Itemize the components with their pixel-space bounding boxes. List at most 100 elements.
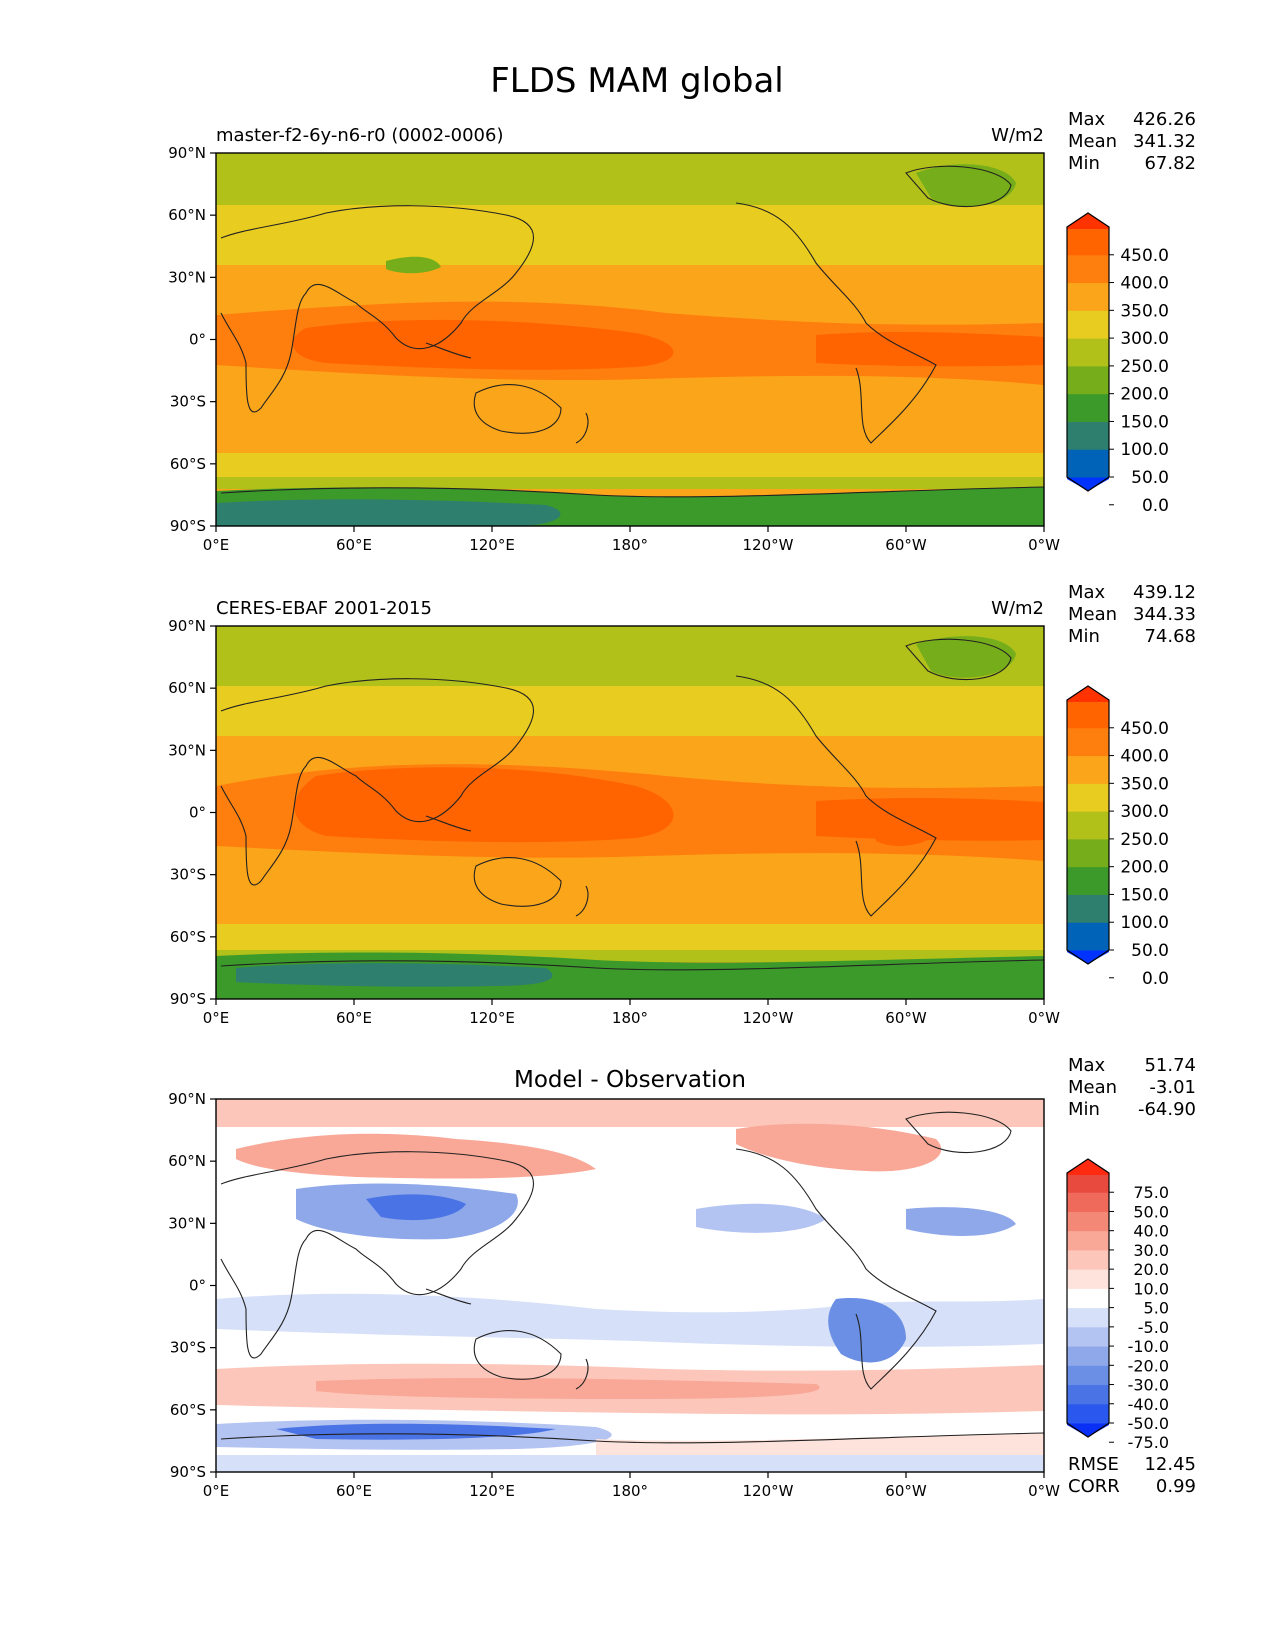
tibet-negative [366, 1194, 466, 1221]
lon-tick-label: 180° [612, 536, 648, 554]
stats-block: Max 426.26 Mean 341.32 Min 67.82 [1068, 109, 1196, 174]
latitude-axis: 90°N 60°N 30°N 0° 30°S 60°S 90°S [168, 617, 216, 1008]
colorbar-segment [1067, 1384, 1109, 1405]
colorbar-label: -75.0 [1128, 1433, 1169, 1452]
colorbar-label: 150.0 [1120, 412, 1169, 432]
colorbar-label: -10.0 [1128, 1337, 1169, 1356]
greenland-field [916, 164, 1016, 207]
band-midlat-north [216, 686, 1044, 736]
stat-label: Max [1068, 1055, 1106, 1076]
atlantic-negative [906, 1207, 1016, 1236]
colorbar-label: -40.0 [1128, 1395, 1169, 1414]
colorbar-segment [1067, 783, 1109, 812]
colorbar-segment [1067, 894, 1109, 923]
colorbar-label: 350.0 [1120, 774, 1169, 794]
colorbar-label: 50.0 [1131, 468, 1169, 488]
colorbar-extend-max [1067, 213, 1109, 227]
error-stat-label: RMSE [1068, 1454, 1119, 1475]
antarctic-plateau [236, 963, 553, 987]
stat-value: 426.26 [1133, 109, 1196, 130]
colorbar-label: 400.0 [1120, 747, 1169, 767]
lon-tick-label: 120°E [469, 1482, 515, 1500]
stat-label: Min [1068, 1099, 1100, 1120]
lat-tick-label: 90°N [168, 1090, 206, 1108]
lat-tick-label: 60°S [170, 1401, 206, 1419]
band-subpolar-south [216, 477, 1044, 489]
stat-label: Mean [1068, 1077, 1117, 1098]
latitude-axis: 90°N 60°N 30°N 0° 30°S 60°S 90°S [168, 144, 216, 535]
colorbar-segment [1067, 1173, 1109, 1193]
colorbar-label: 250.0 [1120, 830, 1169, 850]
lon-tick-label: 120°W [743, 1009, 794, 1027]
stat-label: Max [1068, 109, 1106, 130]
southern-ocean-strong [316, 1377, 820, 1399]
lat-tick-label: 60°N [168, 679, 206, 697]
colorbar-segment [1067, 1365, 1109, 1386]
colorbar-segment [1067, 1211, 1109, 1232]
colorbar-extend-max [1067, 1159, 1109, 1173]
coastlines [220, 165, 1044, 498]
colorbar-segment [1067, 282, 1109, 311]
lat-tick-label: 60°S [170, 928, 206, 946]
colorbar-label: 100.0 [1120, 913, 1169, 933]
colorbar-label: 450.0 [1120, 719, 1169, 739]
figure-title: FLDS MAM global [490, 61, 784, 101]
colorbar-extend-max-join [1067, 700, 1109, 702]
colorbar-label: 10.0 [1133, 1279, 1169, 1298]
colorbar-label: 40.0 [1133, 1222, 1169, 1241]
stat-label: Mean [1068, 604, 1117, 625]
band-midlat-north [216, 205, 1044, 265]
lon-tick-label: 180° [612, 1482, 648, 1500]
colorbar-segment [1067, 1192, 1109, 1212]
colorbar-segment [1067, 1403, 1109, 1424]
colorbar-label: 0.0 [1142, 969, 1169, 989]
colorbar-segment [1067, 227, 1109, 256]
colorbar-segment [1067, 727, 1109, 757]
band-midlat-south [216, 924, 1044, 950]
stat-label: Mean [1068, 131, 1117, 152]
colorbar-extend-min [1067, 477, 1109, 491]
band-pacific-warm [816, 331, 1044, 367]
colorbar-label: 400.0 [1120, 274, 1169, 294]
colorbar: 75.050.040.030.020.010.05.0-5.0-10.0-20.… [1066, 1158, 1169, 1452]
colorbar-segment [1067, 1326, 1109, 1347]
lat-tick-label: 30°N [168, 1214, 206, 1232]
lon-tick-label: 120°E [469, 536, 515, 554]
longitude-axis: 0°E 60°E 120°E 180° 120°W 60°W 0°W [203, 526, 1060, 554]
colorbar-segment [1067, 811, 1109, 840]
tibet-field [386, 256, 441, 274]
colorbar-label: 5.0 [1144, 1299, 1169, 1318]
greenland-field [916, 636, 1016, 678]
colorbar-segment [1067, 1288, 1109, 1309]
colorbar-label: 20.0 [1133, 1260, 1169, 1279]
panel-model: master-f2-6y-n6-r0 (0002-0006) W/m2 [168, 109, 1196, 554]
lon-tick-label: 120°W [743, 536, 794, 554]
colorbar-label: 150.0 [1120, 885, 1169, 905]
colorbar-segment [1067, 755, 1109, 784]
panel-center-title: Model - Observation [514, 1067, 746, 1093]
lat-tick-label: 90°S [170, 990, 206, 1008]
stat-value: 341.32 [1133, 131, 1196, 152]
stat-value: 51.74 [1144, 1055, 1196, 1076]
lat-tick-label: 60°N [168, 206, 206, 224]
stat-value: 74.68 [1144, 626, 1196, 647]
colorbar-segment [1067, 393, 1109, 422]
colorbar-extend-max-join [1067, 227, 1109, 229]
colorbar-label: 0.0 [1142, 496, 1169, 516]
colorbar-label: 50.0 [1131, 941, 1169, 961]
lon-tick-label: 0°E [203, 536, 230, 554]
amazon-warm [866, 802, 946, 846]
colorbar-label: -5.0 [1138, 1318, 1169, 1337]
colorbar-segment [1067, 1269, 1109, 1289]
colorbar-segment [1067, 1346, 1109, 1366]
longitude-axis: 0°E 60°E 120°E 180° 120°W 60°W 0°W [203, 1472, 1060, 1500]
error-stat-value: 12.45 [1144, 1454, 1196, 1475]
lon-tick-label: 0°W [1028, 1482, 1060, 1500]
lon-tick-label: 0°E [203, 1482, 230, 1500]
band-warm-pool [292, 319, 674, 370]
colorbar-label: 200.0 [1120, 385, 1169, 405]
panel-units: W/m2 [991, 598, 1044, 619]
panel-left-title: master-f2-6y-n6-r0 (0002-0006) [216, 125, 503, 146]
colorbar-segment [1067, 838, 1109, 868]
